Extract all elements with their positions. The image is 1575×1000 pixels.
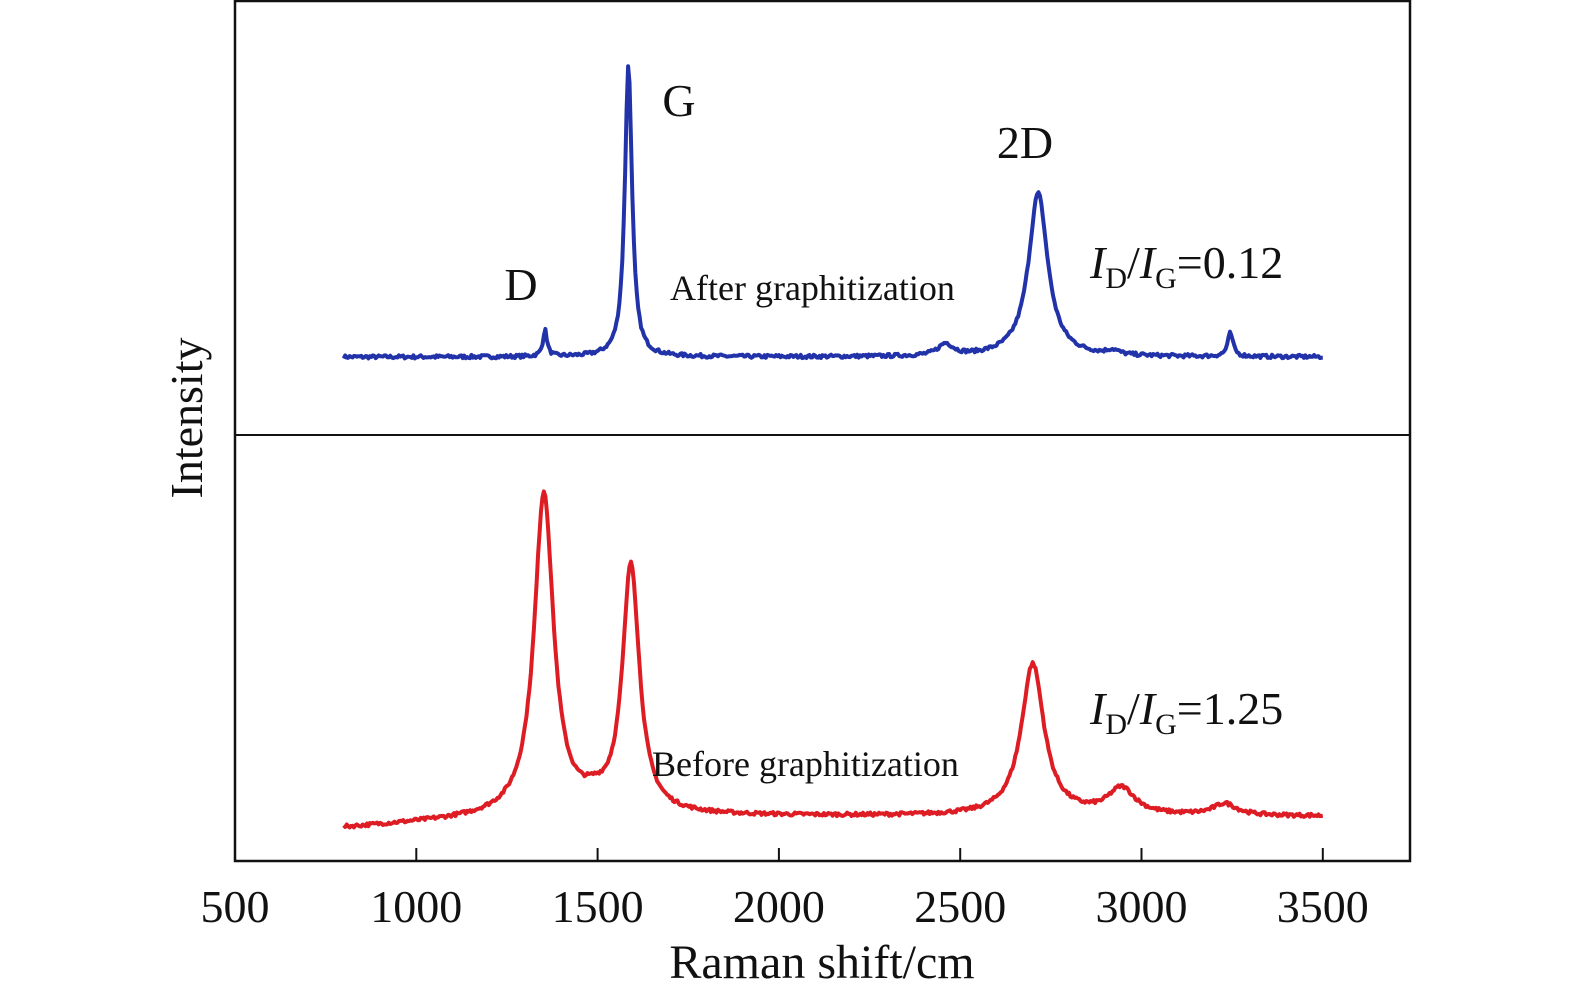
x-axis-label: Raman shift/cm (669, 936, 974, 989)
ratio-annotation-before: ID/IG=1.25 (1089, 683, 1283, 741)
x-tick-label: 3500 (1277, 881, 1369, 932)
x-tick-label: 3000 (1096, 881, 1188, 932)
series-line-before (342, 489, 1324, 830)
peak-label-G: G (662, 75, 695, 126)
series-line-after (341, 64, 1324, 361)
ratio-annotation-after: ID/IG=0.12 (1089, 237, 1283, 295)
y-axis-label: Intensity (161, 338, 212, 499)
x-tick-label: 2000 (733, 881, 825, 932)
series-label-before: Before graphitization (652, 744, 959, 784)
peak-label-2D: 2D (997, 117, 1053, 168)
x-tick-label: 2500 (914, 881, 1006, 932)
x-tick-label: 1000 (370, 881, 462, 932)
series-label-after: After graphitization (670, 268, 955, 308)
plot-frame (233, 0, 1412, 863)
x-tick-label: 500 (201, 881, 270, 932)
peak-label-D: D (504, 259, 537, 310)
x-tick-label: 1500 (552, 881, 644, 932)
